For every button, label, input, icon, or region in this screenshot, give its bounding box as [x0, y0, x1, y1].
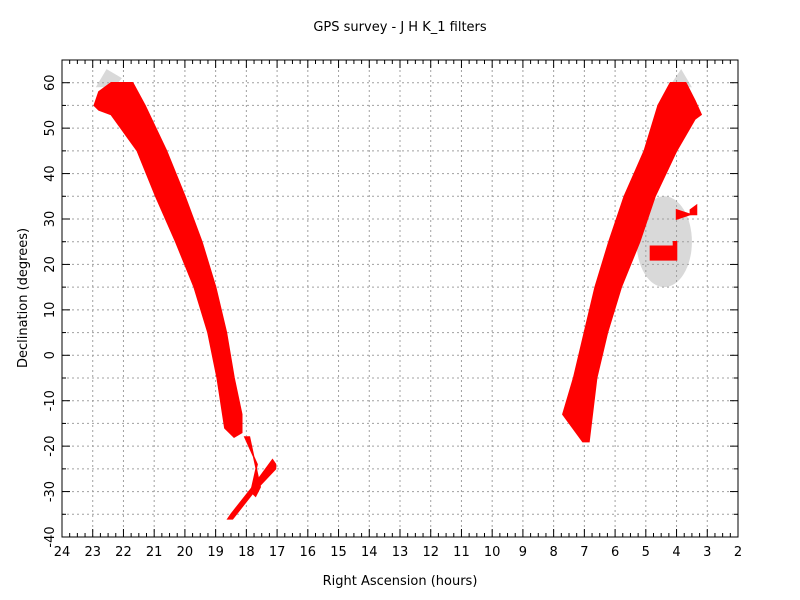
- x-tick-label: 8: [549, 545, 557, 560]
- x-tick-label: 21: [146, 545, 163, 560]
- y-tick-label: 0: [43, 351, 58, 359]
- x-tick-label: 16: [300, 545, 317, 560]
- y-tick-label: 40: [43, 165, 58, 182]
- x-tick-label: 10: [484, 545, 501, 560]
- x-tick-label: 11: [453, 545, 470, 560]
- y-tick-label: 30: [43, 211, 58, 228]
- x-tick-label: 24: [54, 545, 71, 560]
- grid: [62, 60, 738, 538]
- x-tick-label: 4: [672, 545, 680, 560]
- x-tick-label: 12: [422, 545, 439, 560]
- x-tick-label: 9: [519, 545, 527, 560]
- x-tick-label: 14: [361, 545, 378, 560]
- x-tick-label: 7: [580, 545, 588, 560]
- x-tick-label: 23: [84, 545, 101, 560]
- y-tick-label: 20: [43, 256, 58, 273]
- x-tick-label: 2: [734, 545, 742, 560]
- taurus-block-1: [649, 240, 678, 261]
- tick-labels: 24 23 22 21 20 19 18 17 16 15 14 13 12 11 10 9 8 7 6 5 4 3 2 60…: [43, 74, 742, 560]
- axis-ticks: [61, 60, 739, 538]
- y-tick-label: -40: [43, 526, 58, 547]
- x-tick-label: 3: [703, 545, 711, 560]
- x-tick-label: 22: [115, 545, 132, 560]
- x-axis-label: Right Ascension (hours): [323, 574, 478, 589]
- chart-title: GPS survey - J H K_1 filters: [313, 20, 487, 35]
- taurus-block-2: [675, 203, 698, 221]
- y-tick-label: 60: [43, 74, 58, 91]
- x-tick-label: 19: [207, 545, 224, 560]
- anticentre-band: [562, 81, 703, 443]
- north-galactic-plane-band: [93, 81, 243, 438]
- bulge-strip-2: [226, 458, 277, 520]
- survey-areas: [93, 81, 703, 520]
- y-tick-label: 50: [43, 120, 58, 137]
- y-axis-label: Declination (degrees): [16, 228, 31, 368]
- x-tick-label: 13: [392, 545, 409, 560]
- y-tick-label: 10: [43, 302, 58, 319]
- y-tick-label: -10: [43, 390, 58, 411]
- x-tick-label: 6: [611, 545, 619, 560]
- x-tick-label: 5: [642, 545, 650, 560]
- y-tick-label: -20: [43, 436, 58, 457]
- x-tick-label: 15: [330, 545, 347, 560]
- x-tick-label: 17: [269, 545, 286, 560]
- x-tick-label: 18: [238, 545, 255, 560]
- y-tick-label: -30: [43, 481, 58, 502]
- x-tick-label: 20: [177, 545, 194, 560]
